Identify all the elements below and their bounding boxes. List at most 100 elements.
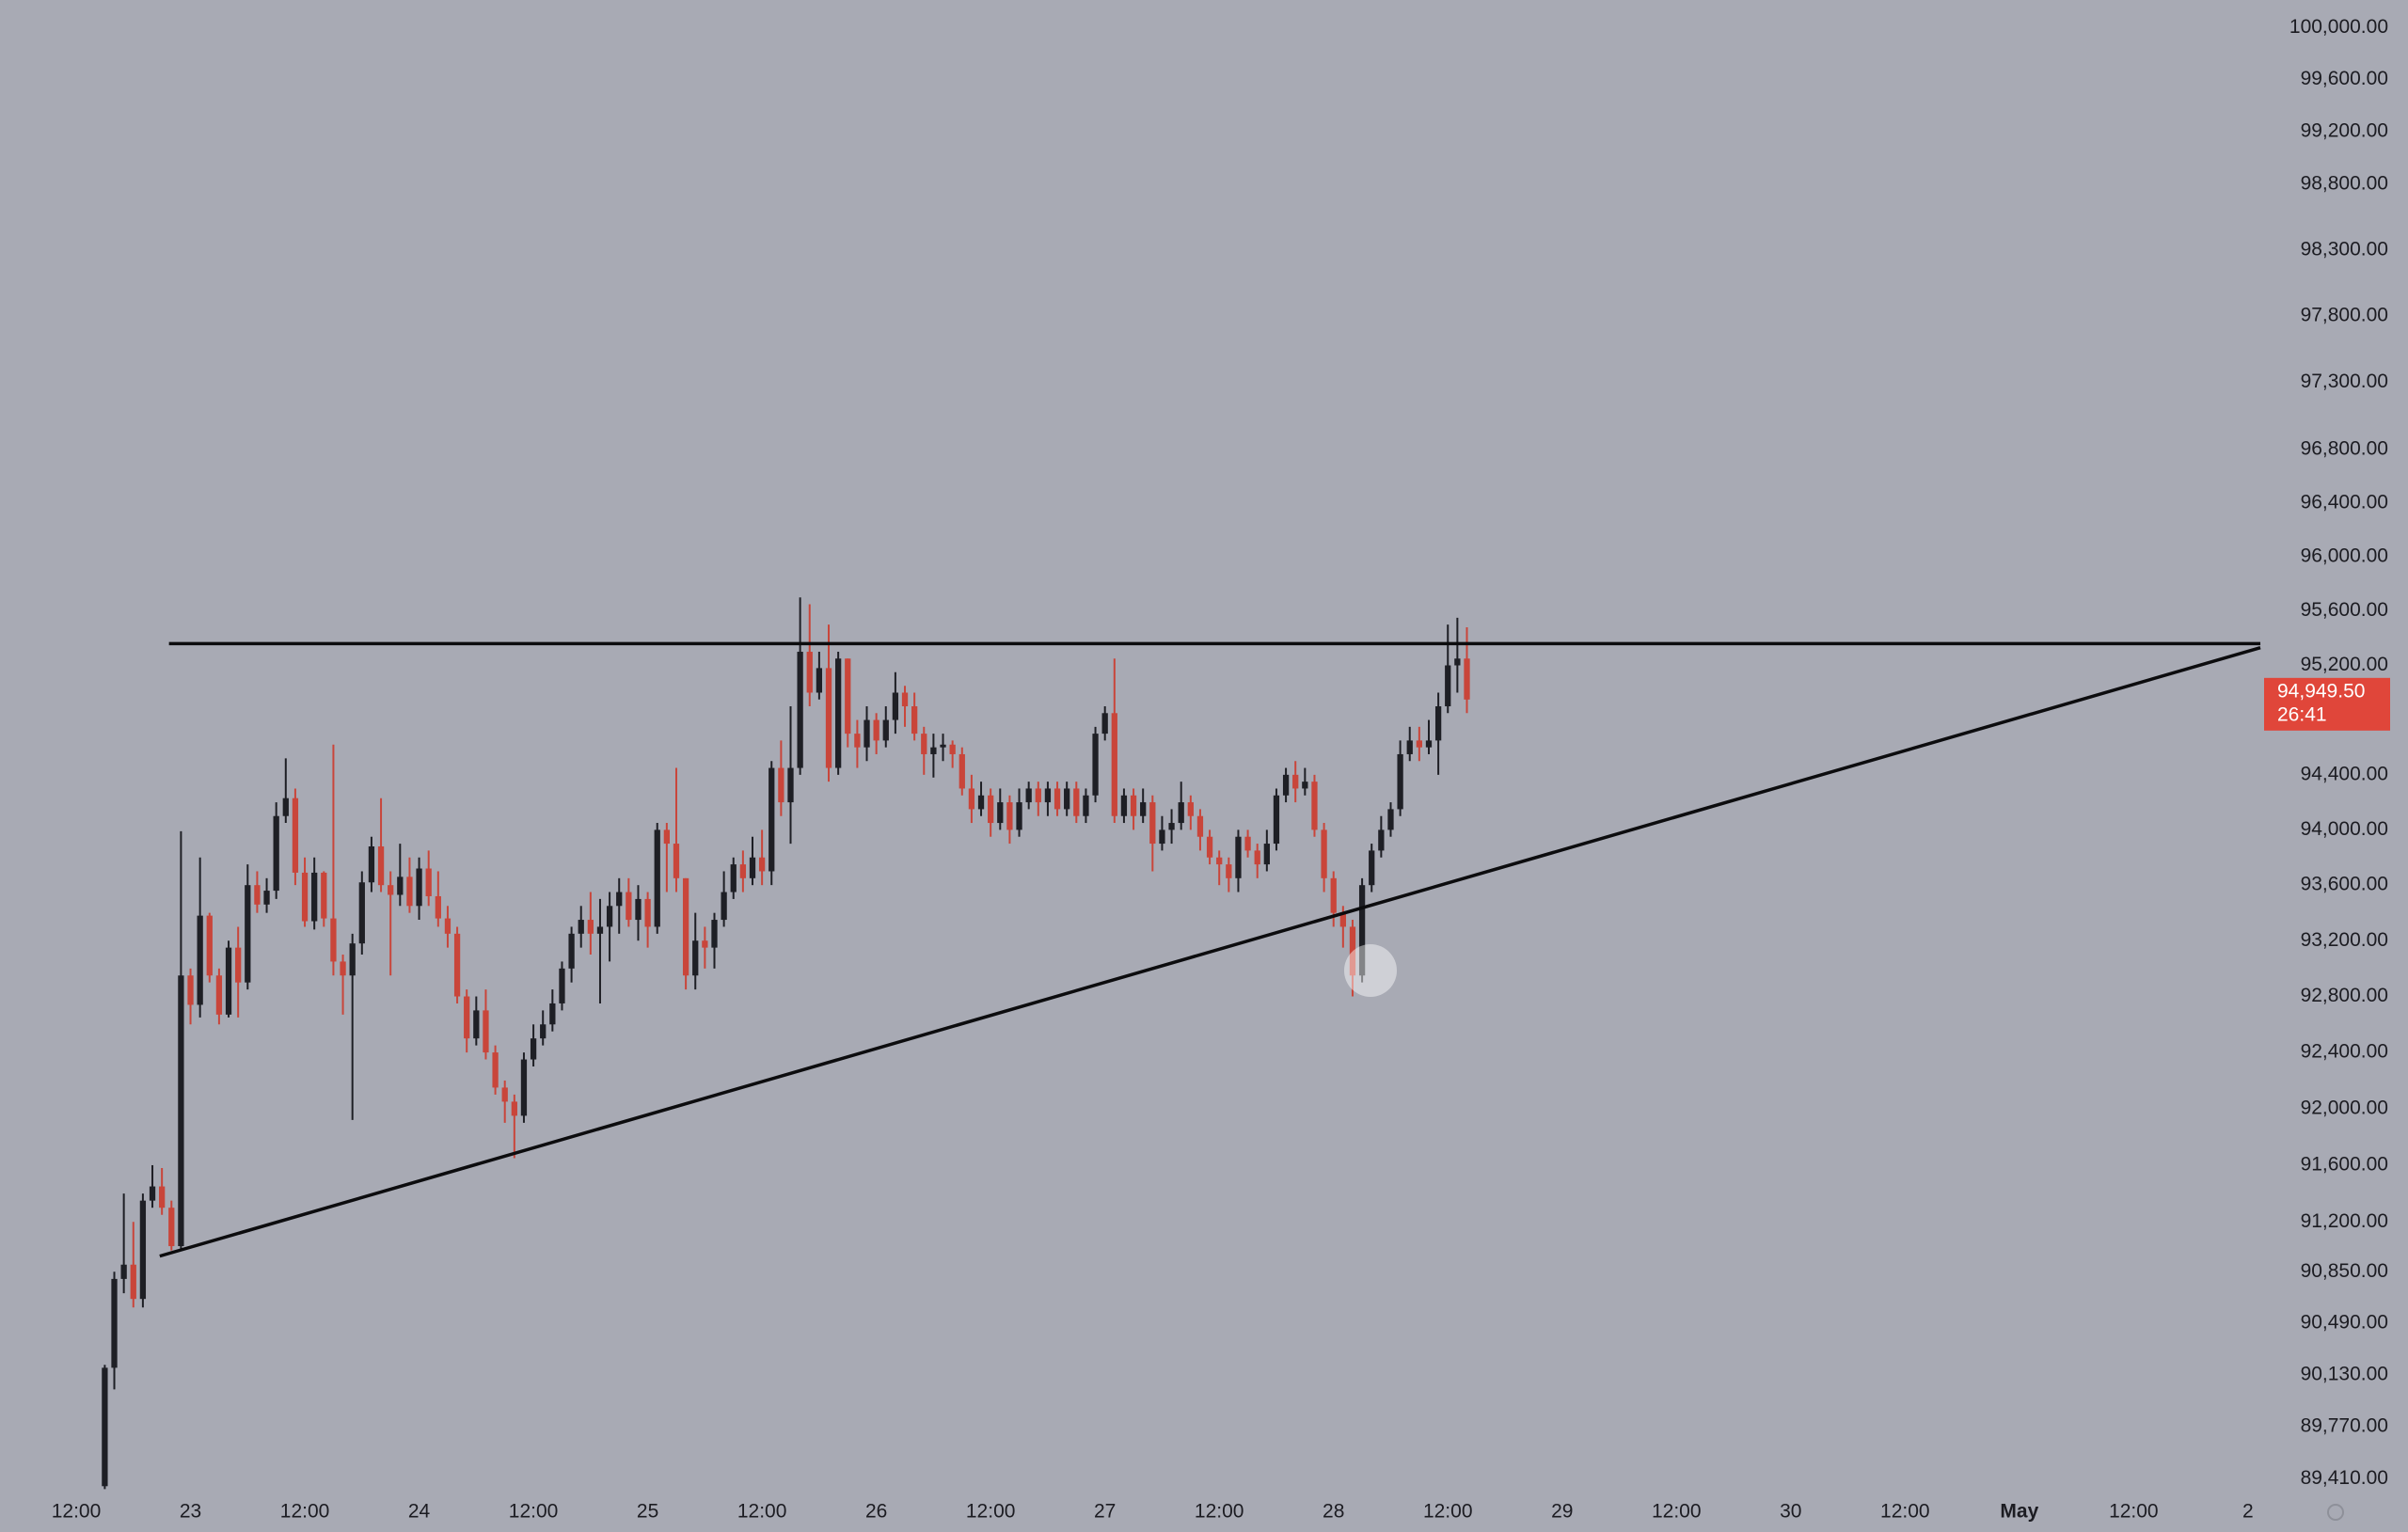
- y-tick-label: 89,410.00: [2301, 1467, 2388, 1489]
- candle-body: [901, 692, 909, 707]
- candle-body: [1406, 740, 1413, 754]
- candle-body: [1321, 829, 1327, 878]
- candle-body: [758, 857, 766, 872]
- candle-body: [139, 1200, 147, 1300]
- candle-body: [1464, 658, 1470, 700]
- candle-body: [511, 1101, 517, 1116]
- x-tick-label: May: [2000, 1501, 2038, 1523]
- x-tick-label: 12:00: [966, 1501, 1016, 1523]
- candle-body: [1311, 782, 1318, 830]
- candle-body: [549, 1003, 556, 1025]
- y-tick-label: 91,200.00: [2301, 1210, 2388, 1232]
- highlight-circle: [1344, 944, 1397, 997]
- y-tick-label: 99,600.00: [2301, 68, 2388, 89]
- candle-body: [644, 898, 651, 927]
- candle-body: [1339, 912, 1346, 927]
- y-tick-label: 92,800.00: [2301, 985, 2388, 1006]
- candle-body: [1101, 713, 1108, 734]
- candle-body: [873, 719, 879, 741]
- candle-body: [930, 747, 937, 754]
- y-tick-label: 95,200.00: [2301, 654, 2388, 675]
- candle-body: [397, 877, 404, 895]
- candle-body: [197, 915, 203, 1005]
- x-tick-label: 28: [1323, 1501, 1344, 1523]
- y-tick-label: 95,600.00: [2301, 599, 2388, 621]
- x-tick-label: 23: [180, 1501, 201, 1523]
- candle-body: [892, 692, 899, 720]
- x-tick-label: 2: [2242, 1501, 2254, 1523]
- candle-body: [940, 744, 946, 748]
- settings-icon[interactable]: [2327, 1504, 2344, 1521]
- candle-body: [768, 767, 775, 872]
- candle-body: [1120, 795, 1128, 816]
- y-tick-label: 94,400.00: [2301, 763, 2388, 784]
- candle-body: [797, 652, 803, 768]
- candle-body: [1369, 850, 1375, 886]
- x-tick-label: 12:00: [1880, 1501, 1930, 1523]
- candle-body: [377, 846, 385, 886]
- candle-body: [540, 1024, 547, 1039]
- candle-body: [1016, 802, 1022, 830]
- y-tick-label: 99,200.00: [2301, 120, 2388, 142]
- candle-body: [977, 795, 985, 810]
- candle-body: [911, 706, 918, 734]
- candle-body: [235, 947, 242, 983]
- candle-body: [292, 798, 299, 873]
- candle-body: [130, 1264, 136, 1300]
- plot: 100,000.00 99,600.00 99,200.00 98,800.00 98,…: [52, 16, 2388, 1523]
- y-tick-label: 96,400.00: [2301, 491, 2388, 513]
- candle-body: [1226, 864, 1232, 878]
- x-tick-label: 12:00: [1195, 1501, 1244, 1523]
- candle-body: [1273, 795, 1280, 845]
- candle-body: [388, 885, 394, 895]
- candle-body: [1282, 774, 1290, 796]
- candle-body: [273, 815, 279, 892]
- candle-body: [1035, 788, 1041, 803]
- candle-body: [111, 1278, 118, 1368]
- countdown-label: 26:41: [2277, 703, 2327, 725]
- candle-body: [368, 846, 375, 883]
- candle-body: [1073, 788, 1080, 816]
- candle-body: [1159, 829, 1165, 845]
- candle-body: [1434, 706, 1442, 741]
- candle-body: [1349, 926, 1356, 976]
- candle-body: [1254, 850, 1260, 865]
- candle-body: [749, 857, 756, 878]
- candle-body: [882, 719, 889, 741]
- x-tick-label: 25: [637, 1501, 658, 1523]
- candle-body: [1235, 836, 1242, 878]
- candle-body: [483, 1010, 489, 1053]
- y-tick-label: 94,000.00: [2301, 818, 2388, 840]
- candle-body: [406, 877, 413, 907]
- candle-body: [120, 1264, 127, 1279]
- candle-body: [349, 943, 356, 976]
- candle-body: [1111, 713, 1117, 816]
- candle-body: [825, 668, 832, 768]
- y-tick-label: 96,000.00: [2301, 545, 2388, 567]
- candle-body: [1140, 802, 1147, 816]
- candle-body: [958, 753, 965, 789]
- candle-body: [1006, 802, 1013, 830]
- y-tick-label: 96,800.00: [2301, 437, 2388, 459]
- trend-line: [159, 646, 2261, 1258]
- price-label-box: [2264, 677, 2390, 731]
- candle-body: [587, 920, 594, 934]
- candle-body: [1064, 788, 1070, 810]
- candle-body: [730, 864, 737, 892]
- candle-body: [1416, 740, 1422, 748]
- candle-body: [816, 668, 823, 693]
- candle-body: [845, 658, 851, 734]
- candle-body: [282, 798, 289, 816]
- candle-body: [1454, 658, 1461, 666]
- candle-body: [1092, 734, 1099, 796]
- candle-body: [654, 829, 660, 927]
- candle-body: [1044, 788, 1052, 803]
- candle-body: [358, 882, 365, 944]
- candle-body: [635, 898, 642, 921]
- y-tick-label: 97,300.00: [2301, 371, 2388, 392]
- candle-body: [168, 1208, 175, 1247]
- y-tick-label: 100,000.00: [2289, 16, 2388, 38]
- y-tick-label: 93,600.00: [2301, 874, 2388, 895]
- candle-body: [435, 895, 441, 919]
- x-tick-label: 12:00: [280, 1501, 330, 1523]
